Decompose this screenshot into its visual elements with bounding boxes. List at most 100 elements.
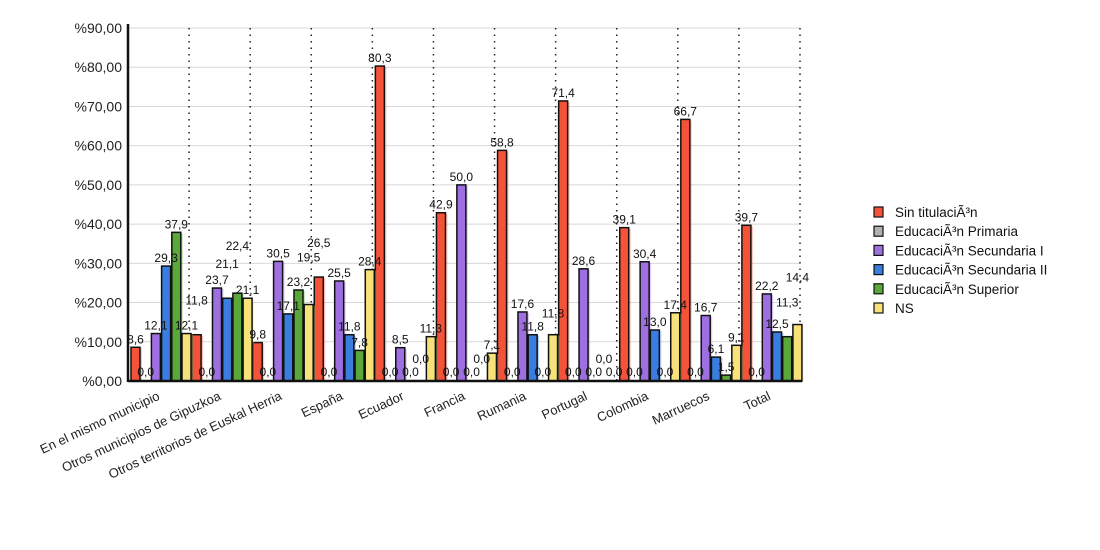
data-label: 7,1 [484,338,501,352]
data-label: 12,1 [144,319,168,333]
legend-label: NS [895,301,914,316]
data-label: 17,4 [664,298,688,312]
bar [374,65,386,382]
data-label: 11,8 [542,307,565,321]
y-tick-label: %20,00 [75,295,123,311]
data-label: 37,9 [165,217,189,231]
bar [435,211,447,382]
data-label: 25,5 [327,266,351,280]
data-label: 7,8 [351,335,368,349]
data-label: 22,2 [755,279,779,293]
bar [354,349,365,382]
bar [283,313,294,382]
bar [456,184,467,382]
data-label: 12,5 [765,317,789,331]
legend-swatch [873,225,884,237]
bar [680,118,691,382]
legend-item: EducaciÃ³n Secundaria I [873,243,1044,258]
data-label: 8,5 [392,333,409,347]
data-label: 0,0 [535,365,552,379]
data-label: 17,6 [511,297,535,311]
data-label: 11,8 [185,294,208,308]
data-label: 29,3 [154,251,178,265]
data-label: 21,1 [216,257,240,271]
y-tick-label: %10,00 [75,334,123,350]
legend-swatch [873,206,884,218]
y-tick-label: %0,00 [82,373,122,389]
data-label: 0,0 [585,365,602,379]
data-label: 0,0 [443,365,460,379]
legend-item: EducaciÃ³n Secundaria II [873,263,1047,278]
data-label: 0,0 [504,365,521,379]
data-label: 0,0 [626,365,643,379]
data-label: 58,8 [490,135,514,149]
bar [741,224,752,382]
data-label: 14,4 [786,271,810,285]
y-tick-label: %40,00 [75,216,123,232]
data-label: 6,1 [708,342,725,356]
x-tick-label: Colombia [594,388,651,425]
data-label: 19,5 [297,251,321,265]
x-tick-label: Francia [422,388,468,420]
legend-swatch [873,264,884,276]
data-label: 0,0 [657,365,674,379]
data-label: 0,0 [260,365,277,379]
legend-label: EducaciÃ³n Secundaria II [895,263,1047,278]
legend-item: Sin titulaciÃ³n [873,205,978,220]
data-label: 8,6 [127,332,144,346]
data-label: 23,2 [287,275,311,289]
data-label: 0,0 [198,365,215,379]
data-label: 26,5 [307,236,331,250]
y-tick-label: %80,00 [75,59,123,75]
bar [618,226,630,382]
y-tick-label: %60,00 [75,138,123,154]
data-label: 0,0 [402,365,419,379]
data-label: 30,5 [266,246,290,260]
data-label: 11,8 [338,320,361,334]
x-tick-label: Marruecos [650,388,712,428]
data-label: 39,7 [735,210,759,224]
bar [781,335,793,382]
data-label: 0,0 [473,352,490,366]
data-label: 11,3 [420,322,443,336]
bar [221,297,233,382]
data-label: 9,8 [249,328,266,342]
legend-swatch [873,244,884,256]
x-tick-label: Ecuador [356,388,407,422]
data-label: 9,1 [728,330,745,344]
data-label: 0,0 [565,365,582,379]
data-label: 71,4 [551,86,575,100]
data-label: 23,7 [205,273,229,287]
x-tick-label: Total [741,388,772,413]
data-label: 12,1 [175,319,199,333]
data-label: 0,0 [463,365,480,379]
data-label: 0,0 [748,365,765,379]
legend-item: EducaciÃ³n Superior [873,282,1019,297]
data-label: 16,7 [694,300,718,314]
data-label: 0,0 [596,352,613,366]
legend-item: NS [873,301,914,316]
data-label: 11,3 [776,296,799,310]
data-label: 1,5 [718,360,735,374]
data-label: 28,4 [358,255,382,269]
data-label: 30,4 [633,247,657,261]
y-tick-label: %90,00 [75,20,123,36]
bar [181,332,192,382]
data-label: 22,4 [226,239,250,253]
legend-label: EducaciÃ³n Superior [895,282,1019,297]
x-tick-label: Rumania [475,388,529,424]
bar [792,323,803,382]
data-label: 28,6 [572,254,596,268]
y-tick-label: %50,00 [75,177,123,193]
data-label: 0,0 [412,352,429,366]
y-tick-label: %30,00 [75,255,123,271]
data-label: 0,0 [606,365,623,379]
bar [232,292,243,382]
data-label: 80,3 [368,51,392,65]
legend-swatch [873,283,884,295]
x-tick-label: Portugal [539,388,589,422]
data-label: 42,9 [429,198,453,212]
legend-label: EducaciÃ³n Secundaria I [895,243,1044,258]
